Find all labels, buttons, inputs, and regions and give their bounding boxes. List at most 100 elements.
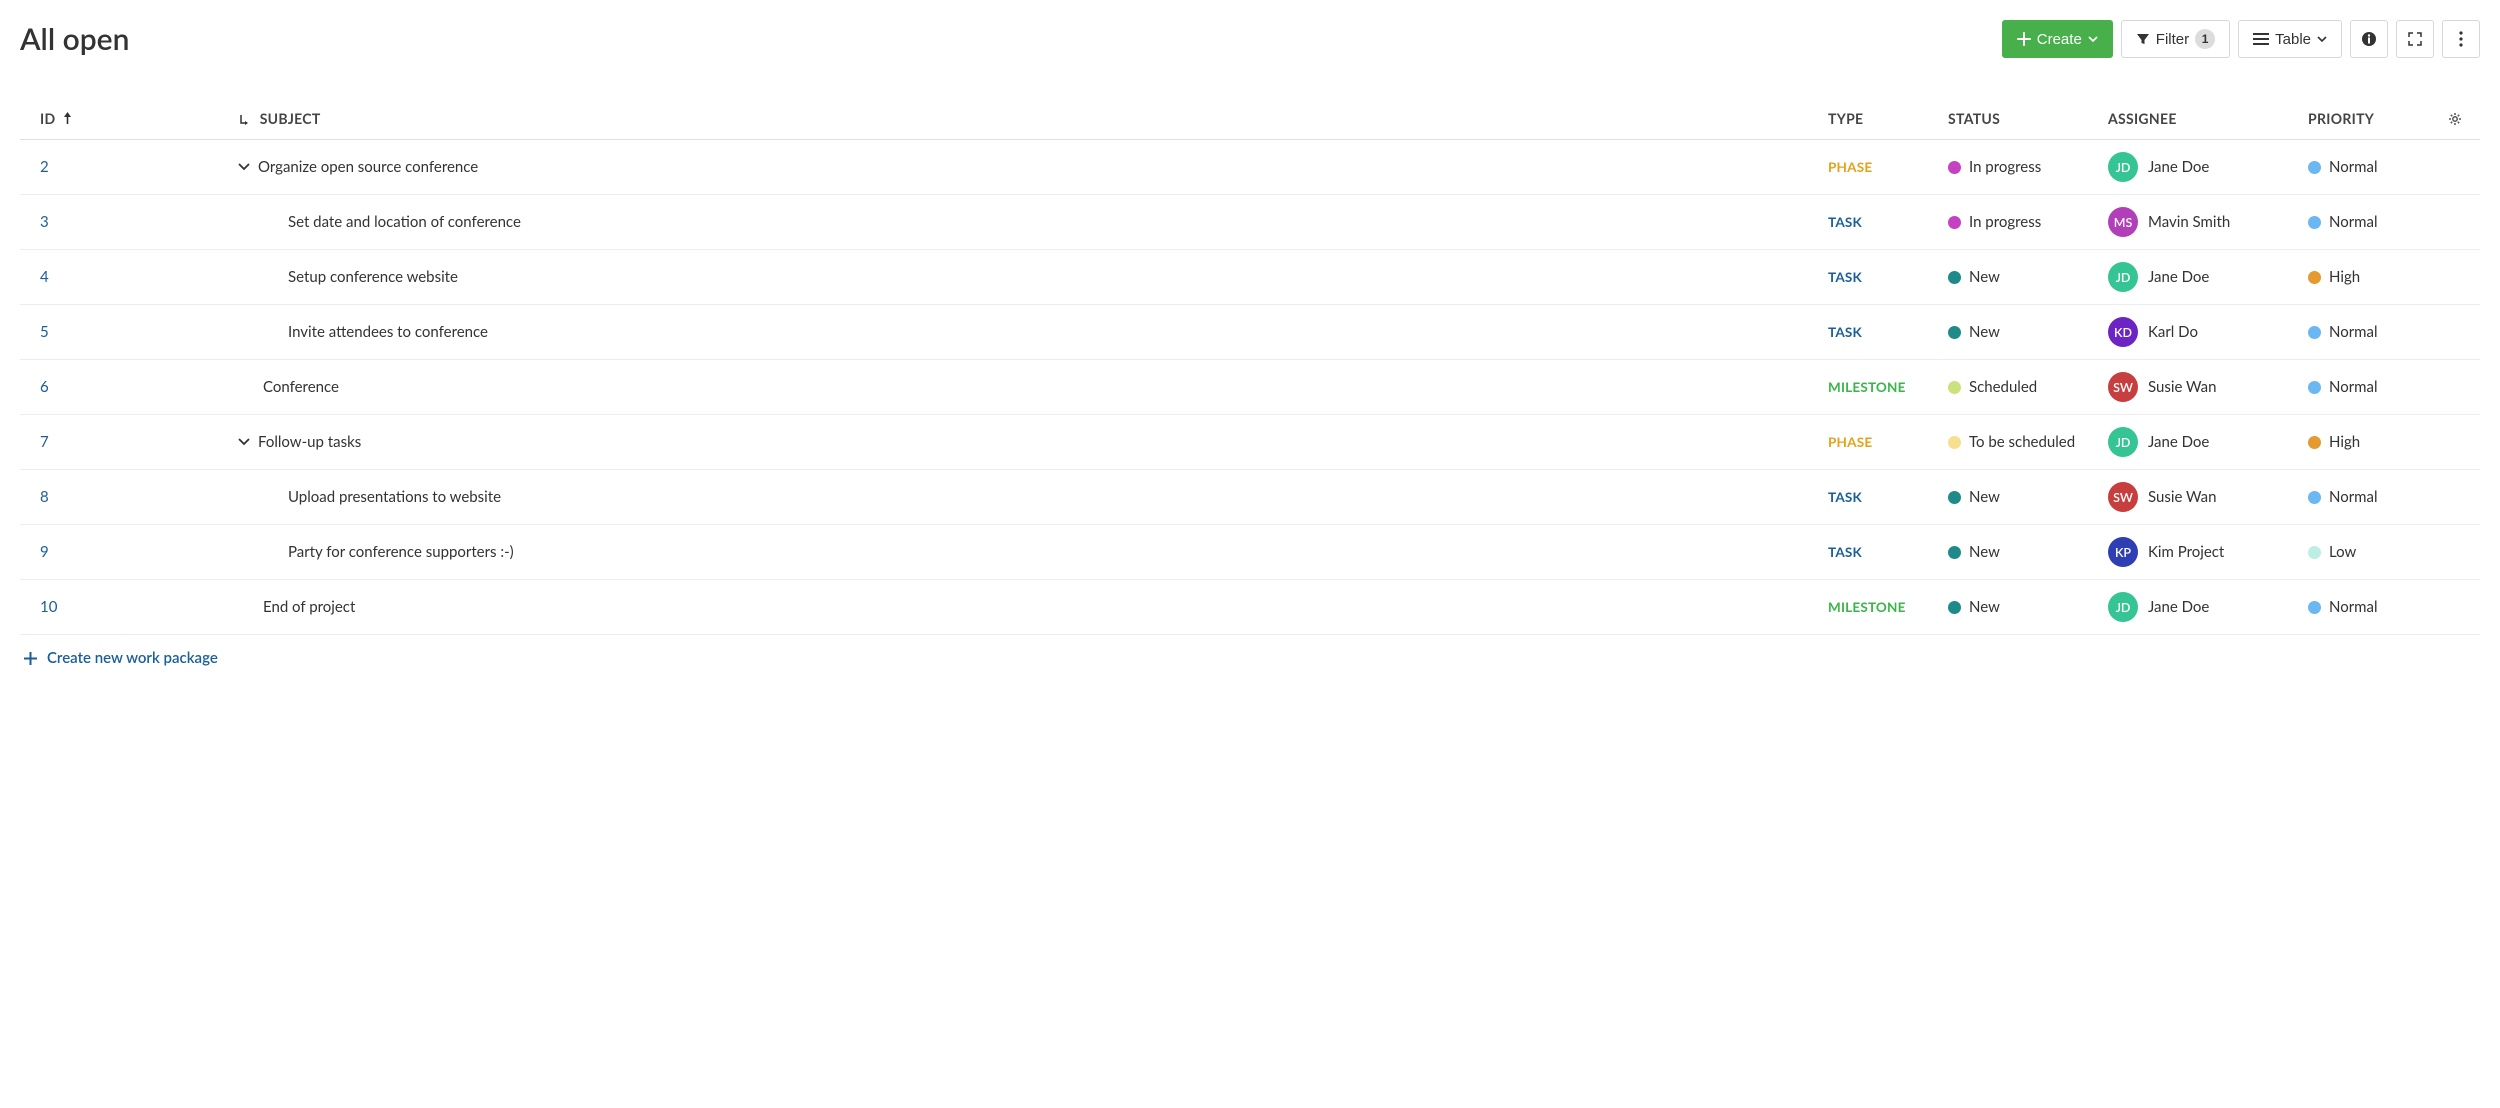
table-row[interactable]: 5Invite attendees to conferenceTASKNewKD… (20, 305, 2480, 360)
column-settings[interactable] (2440, 98, 2480, 140)
table-row[interactable]: 4Setup conference websiteTASKNewJDJane D… (20, 250, 2480, 305)
column-header-assignee-label: ASSIGNEE (2108, 110, 2177, 127)
work-package-id-link[interactable]: 2 (40, 158, 49, 176)
work-package-subject[interactable]: Conference (263, 378, 339, 396)
status-dot (1948, 436, 1961, 449)
work-package-subject[interactable]: Upload presentations to website (288, 488, 501, 506)
create-new-link-label: Create new work package (47, 649, 218, 667)
priority-label: High (2329, 268, 2360, 286)
table-row[interactable]: 2 Organize open source conference PHASE In … (20, 140, 2480, 195)
avatar: SW (2108, 372, 2138, 402)
column-header-priority-label: PRIORITY (2308, 110, 2374, 127)
work-package-subject[interactable]: Setup conference website (288, 268, 458, 286)
status-label: In progress (1969, 158, 2041, 176)
avatar: JD (2108, 592, 2138, 622)
sort-ascending-icon (63, 112, 72, 124)
chevron-down-icon[interactable] (238, 438, 252, 446)
type-label: TASK (1828, 214, 1862, 230)
table-row[interactable]: 6ConferenceMILESTONEScheduledSWSusie Wan… (20, 360, 2480, 415)
assignee-name: Karl Do (2148, 323, 2198, 341)
more-button[interactable] (2442, 20, 2480, 58)
chevron-down-icon[interactable] (238, 163, 252, 171)
status-label: New (1969, 268, 2000, 286)
create-new-link[interactable]: Create new work package (20, 635, 2480, 681)
work-package-id-link[interactable]: 10 (40, 598, 57, 616)
avatar: KD (2108, 317, 2138, 347)
chevron-down-icon (2088, 36, 2098, 42)
column-header-assignee[interactable]: ASSIGNEE (2100, 98, 2300, 140)
table-row[interactable]: 3 Set date and location of conference TASK… (20, 195, 2480, 250)
plus-icon (24, 652, 37, 665)
work-package-id-link[interactable]: 4 (40, 268, 49, 286)
work-package-id-link[interactable]: 8 (40, 488, 49, 506)
table-row[interactable]: 9 Party for conference supporters :-) TASK… (20, 525, 2480, 580)
priority-dot (2308, 326, 2321, 339)
priority-label: Normal (2329, 598, 2378, 616)
work-package-subject[interactable]: Organize open source conference (258, 158, 478, 176)
assignee-name: Jane Doe (2148, 433, 2209, 451)
status-dot (1948, 546, 1961, 559)
type-label: PHASE (1828, 159, 1872, 175)
avatar: JD (2108, 427, 2138, 457)
priority-dot (2308, 381, 2321, 394)
assignee-name: Susie Wan (2148, 378, 2217, 396)
status-dot (1948, 601, 1961, 614)
table-icon (2253, 33, 2269, 45)
work-package-subject[interactable]: Party for conference supporters :-) (288, 543, 514, 561)
assignee-name: Kim Project (2148, 543, 2224, 561)
create-button[interactable]: Create (2002, 20, 2113, 58)
table-row[interactable]: 7Follow-up tasksPHASETo be scheduledJDJa… (20, 415, 2480, 470)
filter-count-badge: 1 (2195, 29, 2215, 49)
status-dot (1948, 216, 1961, 229)
assignee-name: Mavin Smith (2148, 213, 2230, 231)
work-package-id-link[interactable]: 6 (40, 378, 49, 396)
status-dot (1948, 381, 1961, 394)
column-header-subject[interactable]: SUBJECT (100, 98, 1820, 140)
work-package-id-link[interactable]: 5 (40, 323, 49, 341)
work-package-subject[interactable]: Set date and location of conference (288, 213, 521, 231)
fullscreen-button[interactable] (2396, 20, 2434, 58)
info-button[interactable] (2350, 20, 2388, 58)
work-package-id-link[interactable]: 7 (40, 433, 49, 451)
avatar: SW (2108, 482, 2138, 512)
assignee-name: Jane Doe (2148, 158, 2209, 176)
view-select-button[interactable]: Table (2238, 20, 2342, 58)
column-header-type[interactable]: TYPE (1820, 98, 1940, 140)
status-label: In progress (1969, 213, 2041, 231)
priority-label: Normal (2329, 323, 2378, 341)
plus-icon (2017, 32, 2031, 46)
type-label: TASK (1828, 544, 1862, 560)
column-header-status[interactable]: STATUS (1940, 98, 2100, 140)
column-header-id-label: ID (40, 110, 55, 127)
priority-dot (2308, 436, 2321, 449)
avatar: MS (2108, 207, 2138, 237)
priority-dot (2308, 216, 2321, 229)
column-header-id[interactable]: ID (20, 98, 100, 140)
work-package-id-link[interactable]: 9 (40, 543, 49, 561)
column-header-priority[interactable]: PRIORITY (2300, 98, 2440, 140)
table-row[interactable]: 10End of projectMILESTONENewJDJane DoeNo… (20, 580, 2480, 635)
toolbar: Create Filter 1 Table (2002, 20, 2480, 58)
work-packages-table: ID SUBJECT TYPE STATUS ASSIGNEE PRIORITY (20, 98, 2480, 635)
work-package-subject[interactable]: Follow-up tasks (258, 433, 361, 451)
view-select-label: Table (2275, 31, 2311, 48)
table-row[interactable]: 8Upload presentations to websiteTASKNewS… (20, 470, 2480, 525)
column-header-subject-label: SUBJECT (260, 110, 321, 127)
column-header-type-label: TYPE (1828, 110, 1863, 127)
work-package-subject[interactable]: Invite attendees to conference (288, 323, 488, 341)
priority-label: Normal (2329, 378, 2378, 396)
column-header-status-label: STATUS (1948, 110, 2000, 127)
filter-button[interactable]: Filter 1 (2121, 20, 2230, 58)
work-package-id-link[interactable]: 3 (40, 213, 49, 231)
priority-label: Normal (2329, 158, 2378, 176)
assignee-name: Susie Wan (2148, 488, 2217, 506)
hierarchy-icon (238, 113, 252, 127)
status-label: New (1969, 598, 2000, 616)
status-dot (1948, 161, 1961, 174)
status-dot (1948, 271, 1961, 284)
assignee-name: Jane Doe (2148, 598, 2209, 616)
avatar: KP (2108, 537, 2138, 567)
work-package-subject[interactable]: End of project (263, 598, 355, 616)
avatar: JD (2108, 152, 2138, 182)
status-label: Scheduled (1969, 378, 2037, 396)
